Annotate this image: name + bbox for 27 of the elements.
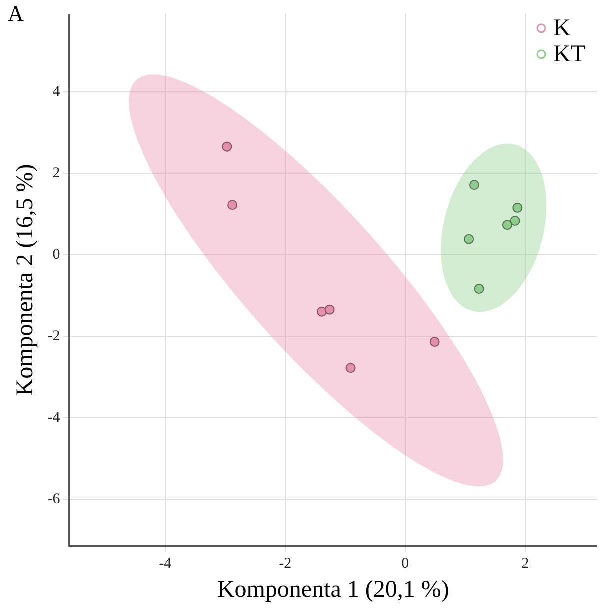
point — [222, 142, 232, 152]
y-tick-label: -2 — [48, 328, 60, 344]
x-axis-title: Komponenta 1 (20,1 %) — [217, 576, 450, 603]
y-tick-label: -4 — [48, 410, 61, 426]
point — [324, 304, 335, 315]
chart-title: A — [8, 0, 24, 26]
point — [502, 220, 512, 230]
point — [510, 216, 520, 226]
legend-label: KT — [554, 42, 586, 68]
x-tick-label: -2 — [279, 556, 292, 572]
legend-label: K — [554, 16, 572, 42]
point — [464, 234, 474, 244]
x-tick-label: -4 — [159, 556, 172, 572]
x-tick-label: 0 — [402, 556, 410, 572]
y-tick-label: -6 — [48, 491, 61, 508]
x-tick-label: 2 — [522, 556, 530, 572]
point — [228, 200, 238, 210]
y-tick-label: 2 — [52, 165, 60, 182]
y-tick-label: 0 — [52, 246, 60, 263]
point — [512, 202, 523, 213]
point — [316, 306, 327, 317]
y-tick-label: 4 — [52, 84, 61, 100]
point — [430, 337, 440, 348]
y-axis-title: Komponenta 2 (16,5 %) — [12, 164, 39, 396]
point — [474, 284, 484, 294]
point — [469, 180, 480, 190]
point — [346, 363, 356, 374]
